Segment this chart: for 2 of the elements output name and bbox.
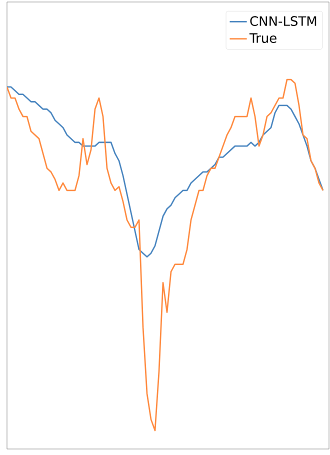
legend-label: True — [249, 33, 276, 43]
legend-label: CNN-LSTM — [250, 16, 316, 26]
